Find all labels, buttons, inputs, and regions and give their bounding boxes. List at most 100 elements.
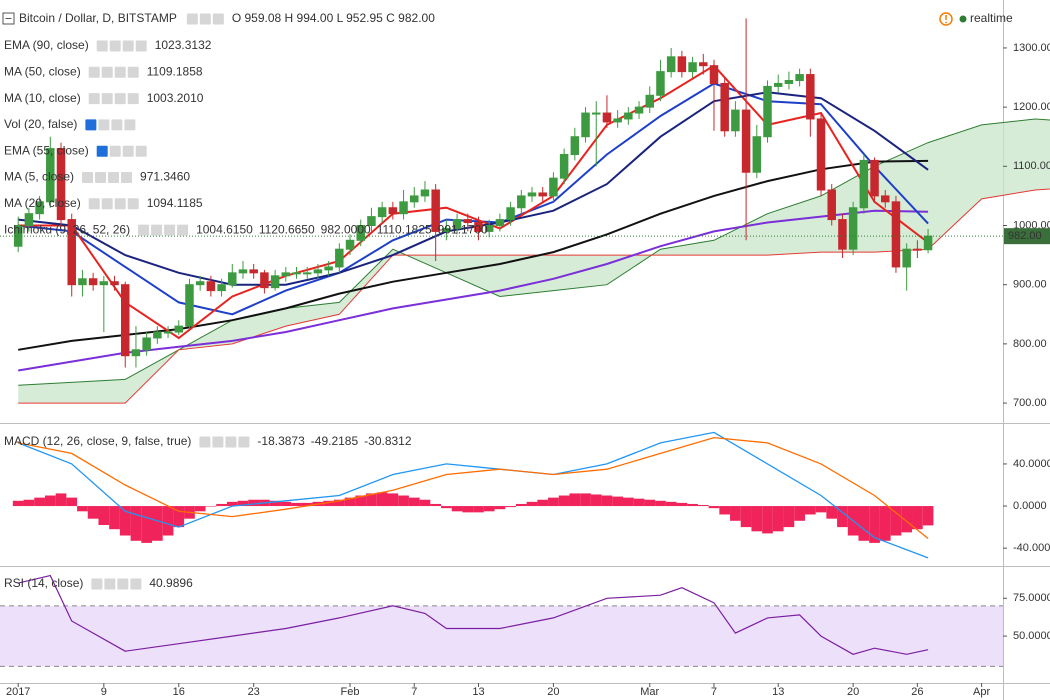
candle-body xyxy=(131,349,141,357)
legend-button xyxy=(82,172,94,183)
macd-histogram-bar xyxy=(344,497,356,507)
candle-body xyxy=(110,281,119,286)
macd-histogram-bar xyxy=(751,506,763,532)
candle-body xyxy=(752,136,762,173)
legend-button xyxy=(124,119,136,131)
legend-button xyxy=(117,578,129,590)
macd-histogram-bar xyxy=(676,502,688,507)
candle-body xyxy=(463,219,473,224)
legend-value: 971.3460 xyxy=(140,170,190,184)
candle-body xyxy=(699,62,708,67)
macd-histogram-bar xyxy=(879,506,891,541)
candle-body xyxy=(217,284,226,292)
candle-body xyxy=(420,189,430,197)
candle-body xyxy=(142,337,151,351)
macd-histogram-bar xyxy=(398,495,409,507)
macd-histogram-bar xyxy=(248,499,260,507)
macd-histogram-bar xyxy=(226,501,238,507)
candle-body xyxy=(848,207,858,250)
candle-body xyxy=(195,281,205,286)
legend-button xyxy=(114,93,126,105)
axes: 700.00800.00900.001000.001100.001200.001… xyxy=(6,42,1050,698)
candle-body xyxy=(163,331,173,334)
macd-histogram-bar xyxy=(130,506,142,541)
candle-body xyxy=(506,207,515,221)
candle-body xyxy=(377,207,387,218)
x-tick-label: 7 xyxy=(711,686,717,698)
candle-body xyxy=(88,278,98,286)
rsi-line xyxy=(18,574,929,655)
macd-histogram-bar xyxy=(430,503,442,507)
legend-button xyxy=(114,66,126,78)
plots xyxy=(0,18,1050,667)
candle-body xyxy=(870,159,879,197)
x-tick-label: 7 xyxy=(411,686,417,698)
legend-value: 1003.2010 xyxy=(147,91,204,105)
macd-histogram-bar xyxy=(804,506,816,515)
legend-value: 982.0000 xyxy=(321,222,371,236)
macd-histogram-bar xyxy=(87,506,99,519)
legend: Bitcoin / Dollar, D, BITSTAMP O 959.08 H … xyxy=(2,11,1013,590)
x-tick-label: 23 xyxy=(248,686,260,698)
x-tick-label: 2017 xyxy=(6,686,30,698)
candle-body xyxy=(399,201,408,215)
candle-body xyxy=(549,177,558,197)
macd-histogram-bar xyxy=(109,506,120,530)
y-tick-label: 800.00 xyxy=(1013,338,1047,350)
y-tick-label: 40.0000 xyxy=(1013,458,1050,470)
candle-body xyxy=(591,112,601,115)
legend-button xyxy=(101,93,113,105)
legend-button xyxy=(127,198,139,210)
candle-body xyxy=(538,192,547,197)
candle-body xyxy=(78,278,87,286)
candle-body xyxy=(335,248,344,268)
chart-title: Bitcoin / Dollar, D, BITSTAMP xyxy=(19,11,177,25)
macd-histogram-bar xyxy=(44,495,56,507)
candle-body xyxy=(270,275,280,289)
legend-value: -30.8312 xyxy=(364,434,412,448)
last-price-box xyxy=(1004,228,1050,245)
legend-button xyxy=(138,224,150,236)
candle-body xyxy=(741,109,751,173)
macd-histogram-bar xyxy=(708,506,720,509)
legend-button xyxy=(96,40,108,52)
legend-button xyxy=(114,198,126,210)
legend-button xyxy=(85,119,97,131)
candle-body xyxy=(120,284,130,357)
macd-histogram-bar xyxy=(655,500,666,507)
macd-histogram-bar xyxy=(740,506,752,528)
macd-line xyxy=(18,436,929,540)
legend-button xyxy=(108,172,120,183)
candle-body xyxy=(581,112,590,138)
legend-button xyxy=(199,436,211,448)
y-tick-label: 1100.00 xyxy=(1013,160,1050,172)
macd-histogram-bar xyxy=(152,506,163,541)
x-tick-label: Feb xyxy=(341,686,360,698)
macd-histogram-bar xyxy=(697,505,709,507)
y-tick-label: 1300.00 xyxy=(1013,42,1050,54)
legend-name: MACD (12, 26, close, 9, false, true) xyxy=(4,434,191,448)
candle-body xyxy=(324,266,333,271)
y-tick-label: 50.0000 xyxy=(1013,630,1050,642)
candle-body xyxy=(923,235,933,251)
legend-value: 991.1700 xyxy=(438,222,488,236)
legend-value: 1023.3132 xyxy=(155,38,212,52)
macd-histogram-bar xyxy=(558,495,570,507)
candle-body xyxy=(816,118,826,191)
legend-value: 1120.6650 xyxy=(259,222,315,236)
macd-histogram-bar xyxy=(548,497,559,507)
last-price-label: 982.00 xyxy=(1008,230,1042,242)
candle-body xyxy=(784,79,794,84)
legend-button xyxy=(104,578,116,590)
legend-button xyxy=(122,40,134,52)
indicator-line xyxy=(18,159,929,351)
macd-histogram-bar xyxy=(216,503,227,507)
candle-body xyxy=(99,281,109,286)
candle-body xyxy=(720,82,729,132)
macd-histogram-bar xyxy=(55,493,67,507)
legend-button xyxy=(88,66,100,78)
candle-body xyxy=(431,189,440,232)
macd-histogram-bar xyxy=(901,506,913,533)
